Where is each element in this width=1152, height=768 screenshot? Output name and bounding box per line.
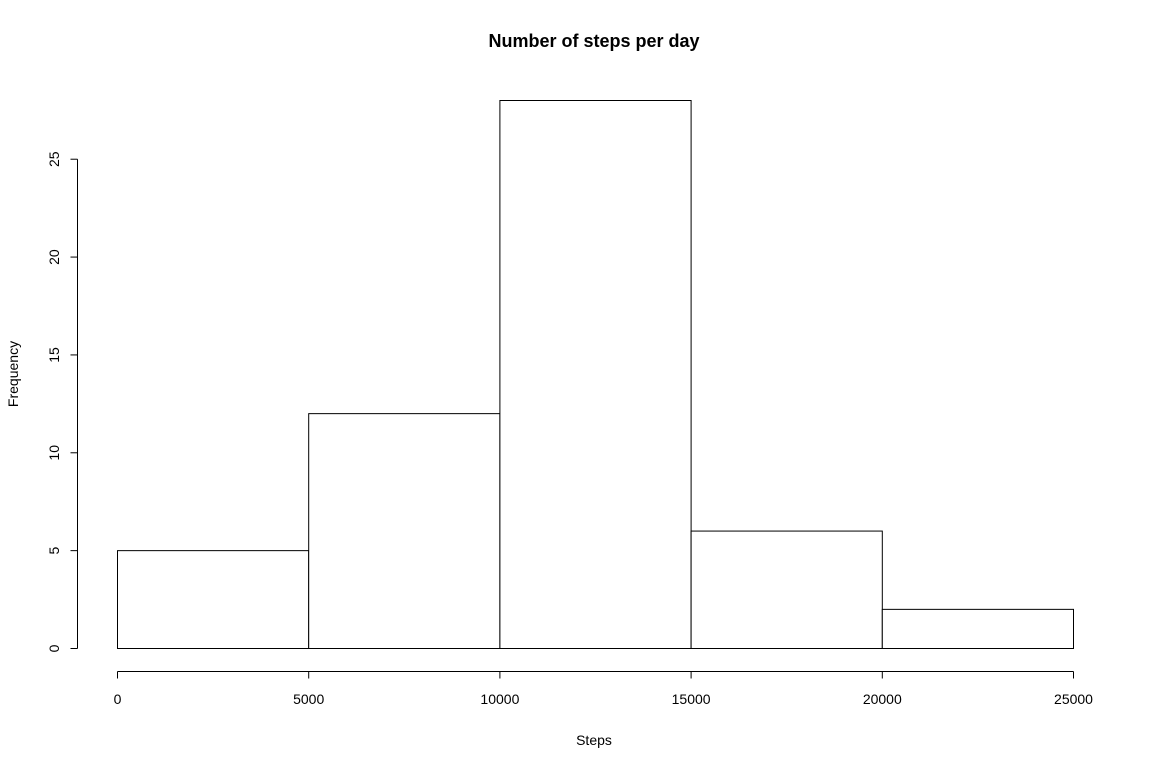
x-tick-label: 5000 [293,691,324,707]
x-axis-label: Steps [576,732,612,748]
y-tick-label: 5 [46,547,62,555]
histogram-bar-3 [499,100,692,649]
x-tick-label: 10000 [480,691,519,707]
histogram-bar-5 [881,608,1074,649]
x-tick-label: 15000 [672,691,711,707]
bars-group [117,100,1074,650]
y-axis-label: Frequency [5,341,21,407]
histogram-bar-2 [308,413,501,649]
x-tick-label: 0 [114,691,122,707]
y-axis: 0 5 10 15 20 25 [46,151,78,652]
histogram-bar-4 [690,530,883,649]
chart-title: Number of steps per day [488,31,699,51]
x-tick-label: 25000 [1054,691,1093,707]
x-tick-label: 20000 [863,691,902,707]
y-tick-label: 0 [46,644,62,652]
y-tick-label: 10 [46,445,62,461]
y-tick-label: 15 [46,347,62,363]
y-tick-label: 25 [46,151,62,167]
y-tick-label: 20 [46,249,62,265]
x-axis: 0 5000 10000 15000 20000 25000 [114,671,1093,707]
histogram-bar-1 [117,550,310,650]
